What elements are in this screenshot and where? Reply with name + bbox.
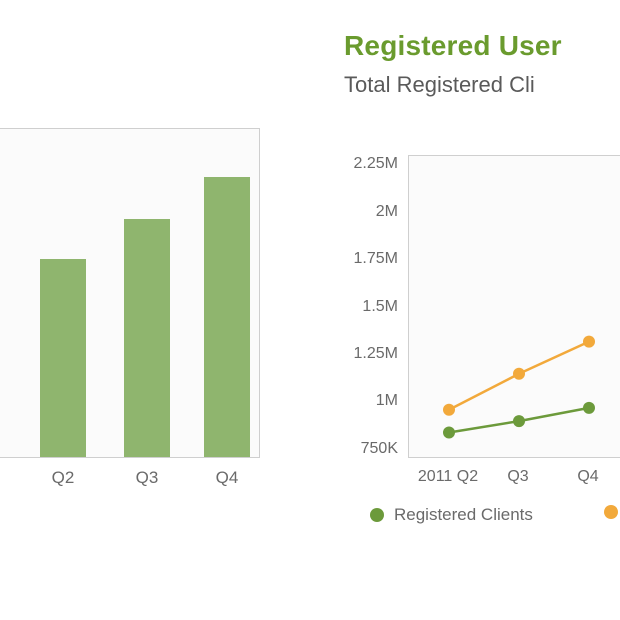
line-ytick-label: 750K [361, 440, 398, 458]
line-xlabel: Q3 [507, 468, 528, 486]
legend: Registered Clients [370, 505, 533, 525]
bar-chart-xaxis: Q2 Q3 Q4 [0, 462, 260, 492]
line-chart [408, 155, 620, 458]
line-marker [443, 404, 455, 416]
page-title: Registered User [344, 30, 562, 62]
bar-xlabel: Q4 [204, 468, 250, 488]
bar-xlabel: Q3 [124, 468, 170, 488]
line-ytick-label: 1.25M [354, 345, 398, 363]
bar [40, 259, 86, 457]
line-chart-svg [409, 156, 620, 457]
line-marker [513, 415, 525, 427]
line-xlabel: Q4 [577, 468, 598, 486]
line-marker [583, 402, 595, 414]
line-ytick-label: 1M [376, 392, 398, 410]
line-chart-xaxis: 2011 Q2 Q3 Q4 [408, 462, 620, 490]
line-marker [443, 426, 455, 438]
line-marker [513, 368, 525, 380]
line-xlabel: 2011 Q2 [418, 468, 478, 486]
legend-dot-icon [604, 505, 618, 519]
bar-chart [0, 128, 260, 458]
legend-dot-icon [370, 508, 384, 522]
line-marker [583, 336, 595, 348]
line-ytick-label: 1.5M [362, 298, 398, 316]
bar [204, 177, 250, 458]
page-subtitle: Total Registered Cli [344, 72, 535, 98]
line-chart-yaxis: 2.25M 2M 1.75M 1.5M 1.25M 1M 750K [336, 155, 406, 458]
line-ytick-label: 2M [376, 203, 398, 221]
line-ytick-label: 1.75M [354, 250, 398, 268]
legend-label: Registered Clients [394, 505, 533, 525]
line-ytick-label: 2.25M [354, 155, 398, 173]
bar [124, 219, 170, 457]
bar-xlabel: Q2 [40, 468, 86, 488]
